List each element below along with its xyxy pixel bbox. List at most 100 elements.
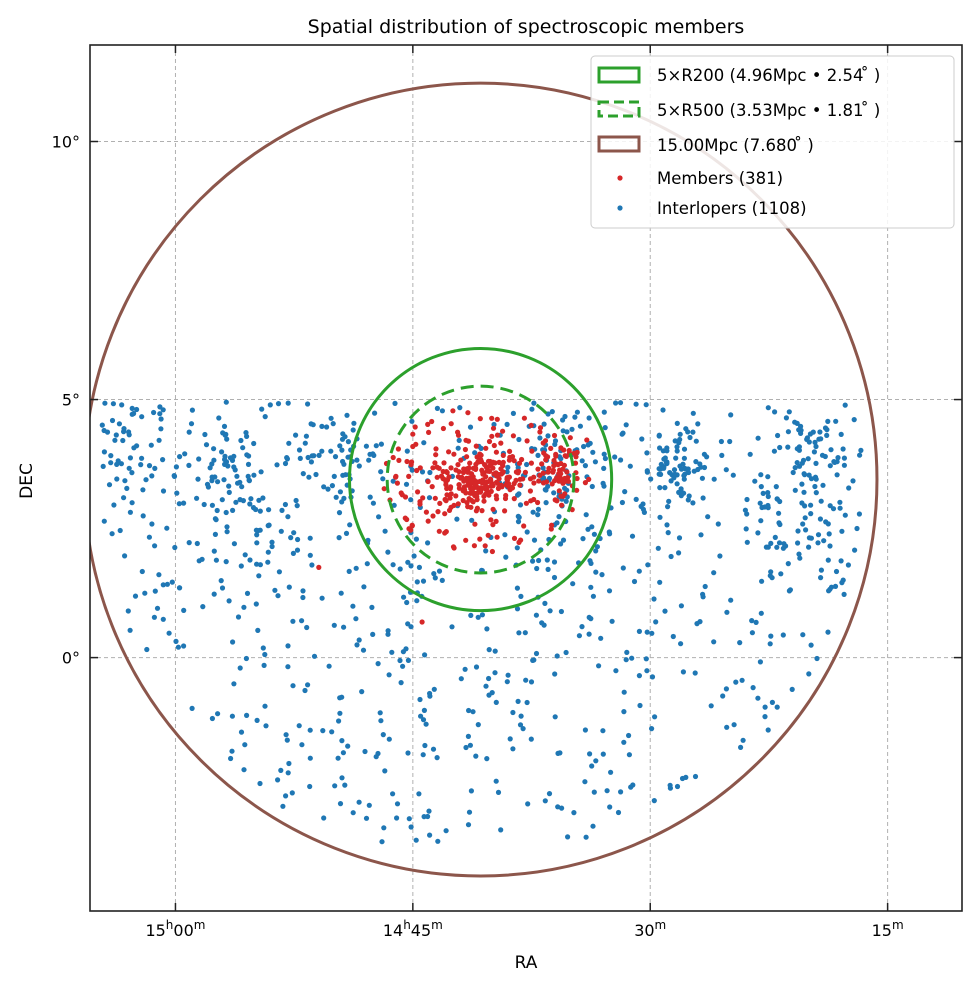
interloper-point <box>278 528 284 534</box>
interloper-point <box>443 828 449 834</box>
interloper-point <box>456 437 462 443</box>
interloper-point <box>121 495 127 501</box>
interloper-point <box>719 452 725 458</box>
interloper-point <box>146 534 152 540</box>
interloper-point <box>589 524 595 530</box>
interloper-point <box>660 407 666 413</box>
member-point <box>531 480 537 486</box>
member-point <box>404 458 410 465</box>
member-point <box>558 477 565 483</box>
member-point <box>468 471 475 477</box>
interloper-point <box>636 673 643 679</box>
interloper-point <box>405 657 411 664</box>
interloper-point <box>347 522 353 528</box>
interloper-point <box>300 588 306 594</box>
interloper-point <box>382 528 388 534</box>
member-point <box>443 529 449 535</box>
interloper-point <box>832 583 839 590</box>
interloper-point <box>321 484 327 490</box>
interloper-point <box>260 495 266 501</box>
interloper-point <box>237 497 243 503</box>
interloper-point <box>172 544 178 551</box>
interloper-point <box>658 471 664 477</box>
member-point <box>500 452 506 458</box>
interloper-point <box>284 455 290 461</box>
interloper-point <box>615 809 622 816</box>
interloper-point <box>332 783 338 789</box>
interloper-point <box>777 444 783 451</box>
interloper-point <box>215 711 221 717</box>
interloper-point <box>391 502 397 508</box>
interloper-point <box>697 461 703 467</box>
y-tick-label: 10° <box>52 133 80 152</box>
member-point <box>477 489 484 495</box>
interloper-point <box>551 574 558 581</box>
interloper-point <box>282 460 289 467</box>
member-point <box>564 469 570 475</box>
interloper-point <box>825 629 831 635</box>
interloper-point <box>131 410 137 417</box>
interloper-point <box>593 569 599 575</box>
legend-members-marker <box>617 175 623 181</box>
interloper-point <box>455 445 461 451</box>
interloper-point <box>794 446 800 452</box>
member-point <box>489 433 495 439</box>
interloper-point <box>181 607 187 614</box>
member-point <box>413 441 419 447</box>
interloper-point <box>851 417 857 423</box>
member-point <box>434 464 440 470</box>
member-point <box>451 545 457 551</box>
interloper-point <box>131 445 137 451</box>
interloper-point <box>796 551 802 557</box>
interloper-point <box>354 642 360 648</box>
member-point <box>473 465 479 471</box>
interloper-point <box>667 782 673 788</box>
interloper-point <box>289 790 295 796</box>
interloper-point <box>618 457 624 463</box>
interloper-point <box>316 452 322 458</box>
interloper-point <box>815 532 822 538</box>
interloper-point <box>738 744 744 751</box>
interloper-point <box>592 459 599 465</box>
member-point <box>531 474 537 480</box>
interloper-point <box>375 661 381 667</box>
interloper-point <box>831 459 837 465</box>
interloper-point <box>652 714 658 720</box>
interloper-point <box>229 713 235 719</box>
interloper-point <box>302 440 308 446</box>
member-point <box>484 484 490 490</box>
interloper-point <box>687 434 693 441</box>
interloper-point <box>332 454 339 460</box>
member-point <box>473 443 479 449</box>
interloper-point <box>221 477 227 483</box>
interloper-point <box>552 714 558 720</box>
interloper-point <box>226 489 232 495</box>
interloper-point <box>744 539 750 545</box>
interloper-point <box>785 444 791 450</box>
member-point <box>528 422 534 428</box>
interloper-point <box>125 608 131 614</box>
interloper-point <box>765 727 771 733</box>
interloper-point <box>680 461 686 467</box>
interloper-point <box>127 627 133 633</box>
interloper-point <box>814 655 820 662</box>
interloper-point <box>772 534 778 541</box>
interloper-point <box>253 601 259 607</box>
interloper-point <box>800 521 806 527</box>
interloper-point <box>596 663 602 669</box>
interloper-point <box>613 400 619 406</box>
member-point <box>544 479 550 485</box>
interloper-point <box>307 552 313 558</box>
interloper-point <box>661 465 667 471</box>
interloper-point <box>101 427 107 434</box>
interloper-point <box>404 599 410 606</box>
interloper-point <box>856 511 863 517</box>
interloper-point <box>119 402 125 408</box>
interloper-point <box>700 591 706 597</box>
interloper-point <box>657 485 663 491</box>
interloper-point <box>380 732 386 738</box>
interloper-point <box>260 645 266 651</box>
interloper-point <box>219 449 225 455</box>
interloper-point <box>254 717 260 724</box>
